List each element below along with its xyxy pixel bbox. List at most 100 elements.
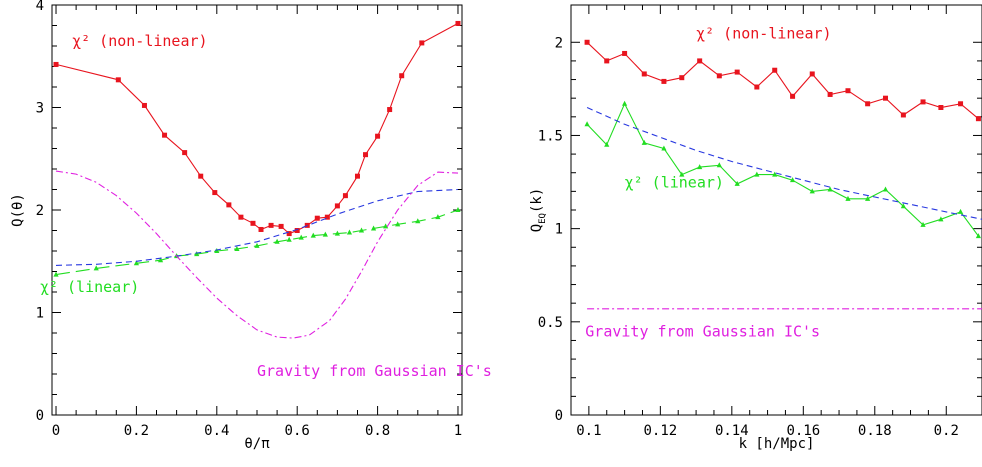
plot-area <box>53 20 461 339</box>
x-tick-label: 0.6 <box>285 423 310 439</box>
data-point-triangle <box>415 218 421 224</box>
data-point-triangle <box>845 195 851 201</box>
data-point-triangle <box>957 208 964 214</box>
data-point-square <box>734 69 740 75</box>
y-tick-label: 0.5 <box>538 315 563 331</box>
annotation-0: χ² (non-linear) <box>72 32 207 50</box>
data-point-square <box>772 67 778 73</box>
data-point-triangle <box>346 229 353 235</box>
annotation-2: Gravity from Gaussian IC's <box>585 323 820 341</box>
y-axis-label: Q(θ) <box>10 193 26 227</box>
data-point-triangle <box>641 139 647 145</box>
series-line-0 <box>586 41 979 120</box>
data-point-triangle <box>604 141 610 147</box>
x-tick-label: 0.2 <box>934 423 959 439</box>
left-panel: 0 0.2 0.4 0.6 0.8 1 0 1 2 3 4 θ/π Q(θ) χ² (non-linear… <box>10 0 492 452</box>
data-point-square <box>641 71 647 77</box>
x-axis-label: k [h/Mpc] <box>739 436 815 452</box>
data-point-square <box>115 77 121 83</box>
data-point-triangle <box>697 164 703 170</box>
data-point-triangle <box>358 227 365 233</box>
data-point-square <box>809 71 815 77</box>
annotation-1: χ² (linear) <box>625 174 724 192</box>
data-point-square <box>334 203 340 209</box>
y-axis-label: QEQ(k) <box>529 188 548 233</box>
series-line-3 <box>55 170 459 339</box>
data-point-square <box>697 58 703 64</box>
data-point-triangle <box>157 257 164 263</box>
data-point-square <box>845 88 851 94</box>
x-tick-label: 0.2 <box>124 423 149 439</box>
data-point-square <box>958 101 964 107</box>
x-tick-label: 0 <box>52 423 60 439</box>
data-point-square <box>883 95 889 101</box>
data-point-square <box>387 107 393 113</box>
data-point-triangle <box>383 223 389 229</box>
data-point-triangle <box>234 245 240 251</box>
y-tick-label: 2 <box>36 203 44 219</box>
plot-area <box>584 39 982 310</box>
data-point-triangle <box>395 221 401 227</box>
data-point-triangle <box>298 234 304 240</box>
x-tick-label: 0.18 <box>858 423 892 439</box>
series-line-2 <box>55 188 459 266</box>
data-point-square <box>584 39 590 45</box>
data-point-square <box>342 193 348 199</box>
data-point-triangle <box>254 242 260 248</box>
data-point-square <box>324 214 330 220</box>
data-point-triangle <box>865 195 871 201</box>
data-point-square <box>198 173 204 179</box>
data-point-square <box>622 50 628 56</box>
x-tick-label: 0.14 <box>715 423 749 439</box>
data-point-triangle <box>435 214 441 220</box>
y-axis-label-main: Q <box>529 224 545 232</box>
data-point-square <box>162 132 168 138</box>
data-point-square <box>294 228 300 233</box>
y-tick-label: 0 <box>36 408 44 424</box>
x-tick-label: 0.4 <box>204 423 229 439</box>
y-tick-label: 0 <box>555 408 563 424</box>
data-point-square <box>354 173 360 179</box>
data-point-square <box>258 226 264 232</box>
data-point-square <box>975 116 981 122</box>
data-point-square <box>661 78 667 84</box>
x-tick-label: 0.8 <box>365 423 390 439</box>
y-tick-label: 3 <box>36 101 44 117</box>
y-tick-label: 4 <box>36 0 44 14</box>
data-point-triangle <box>310 232 316 238</box>
data-point-triangle <box>679 171 685 177</box>
y-tick-label: 2 <box>555 35 563 51</box>
data-point-square <box>790 93 796 99</box>
data-point-triangle <box>920 221 926 227</box>
data-point-triangle <box>900 203 906 209</box>
annotation-1: χ² (linear) <box>40 278 139 296</box>
y-tick-label: 1 <box>555 222 563 238</box>
data-point-triangle <box>274 238 280 244</box>
data-point-triangle <box>661 145 667 151</box>
data-point-triangle <box>975 233 982 239</box>
data-point-square <box>286 231 292 237</box>
data-point-square <box>278 223 284 229</box>
x-tick-label: 0.16 <box>786 423 820 439</box>
data-point-square <box>679 75 685 81</box>
data-point-triangle <box>882 186 889 192</box>
annotation-2: Gravity from Gaussian IC's <box>257 362 492 380</box>
series-line-0 <box>55 22 459 235</box>
data-point-square <box>141 102 147 108</box>
annotation-0: χ² (non-linear) <box>696 25 831 43</box>
right-panel: 0.1 0.12 0.14 0.16 0.18 0.2 0 0.5 1 1.5 2 k [h/Mpc]… <box>529 4 982 452</box>
data-point-triangle <box>938 216 944 222</box>
data-point-square <box>238 214 244 220</box>
data-point-triangle <box>53 271 59 277</box>
data-point-triangle <box>322 231 328 237</box>
x-axis-label: θ/π <box>244 436 270 452</box>
y-tick-label: 1.5 <box>538 128 563 144</box>
data-point-triangle <box>789 177 796 183</box>
data-point-triangle <box>286 236 292 242</box>
data-point-square <box>455 20 461 26</box>
data-point-square <box>865 101 871 107</box>
data-point-square <box>399 73 405 79</box>
data-point-square <box>754 84 760 90</box>
data-point-square <box>419 40 425 46</box>
